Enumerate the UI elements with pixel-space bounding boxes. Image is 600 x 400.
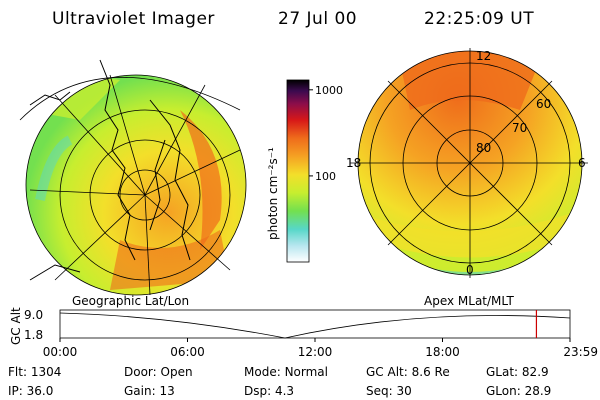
geo-caption: Geographic Lat/Lon <box>72 294 189 308</box>
info-gain: Gain: 13 <box>124 384 175 398</box>
colorbar-tick-label: 1000 <box>315 84 343 97</box>
time-text: 22:25:09 UT <box>424 9 534 29</box>
timeline-xtick-label: 23:59 <box>563 345 598 359</box>
mlat-label-70: 70 <box>512 121 527 135</box>
timeline-xtick-label: 06:00 <box>170 345 205 359</box>
timeline-frame <box>59 309 571 339</box>
timeline-xtick-label: 00:00 <box>43 345 78 359</box>
timeline-ytick-bottom: 1.8 <box>24 328 43 342</box>
colorbar-ticks: 1000 100 <box>309 84 343 183</box>
date-text: 27 Jul 00 <box>278 9 357 29</box>
mlt-label-18: 18 <box>346 156 361 170</box>
mlat-label-80: 80 <box>476 141 491 155</box>
timeline-xtick-label: 12:00 <box>298 345 333 359</box>
title-text: Ultraviolet Imager <box>52 9 215 29</box>
colorbar-tick-label: 100 <box>315 170 336 183</box>
info-seq: Seq: 30 <box>366 384 412 398</box>
mlt-label-0: 0 <box>466 263 474 277</box>
apex-image: 12 18 6 0 60 70 80 <box>346 48 588 278</box>
mlt-label-12: 12 <box>476 49 491 63</box>
timeline-ylabel: GC Alt <box>9 307 23 345</box>
info-gcalt: GC Alt: 8.6 Re <box>366 365 450 379</box>
mlt-label-6: 6 <box>578 156 586 170</box>
info-panel: Flt: 1304 IP: 36.0 Door: Open Gain: 13 M… <box>8 365 551 398</box>
colorbar: 1000 100 photon cm⁻²s⁻¹ <box>266 79 343 263</box>
colorbar-label: photon cm⁻²s⁻¹ <box>266 147 280 240</box>
geographic-image <box>19 59 247 296</box>
altitude-curve <box>59 312 571 339</box>
info-flt: Flt: 1304 <box>8 365 61 379</box>
info-glat: GLat: 82.9 <box>486 365 549 379</box>
timeline-ytick-top: 9.0 <box>24 308 43 322</box>
geo-grid <box>19 74 247 296</box>
mlat-label-60: 60 <box>536 97 551 111</box>
info-door: Door: Open <box>124 365 193 379</box>
coastline-icon <box>29 59 191 281</box>
info-mode: Mode: Normal <box>244 365 328 379</box>
timeline-xticks: 00:00 06:00 12:00 18:00 23:59 <box>43 338 598 359</box>
apex-grid <box>350 48 588 278</box>
apex-caption: Apex MLat/MLT <box>424 294 514 308</box>
timeline-xtick-label: 18:00 <box>425 345 460 359</box>
info-ip: IP: 36.0 <box>8 384 53 398</box>
info-dsp: Dsp: 4.3 <box>244 384 294 398</box>
altitude-timeline: GC Alt 9.0 1.8 00:00 06:00 12:00 18:00 23:59 <box>9 307 598 359</box>
info-glon: GLon: 28.9 <box>486 384 551 398</box>
